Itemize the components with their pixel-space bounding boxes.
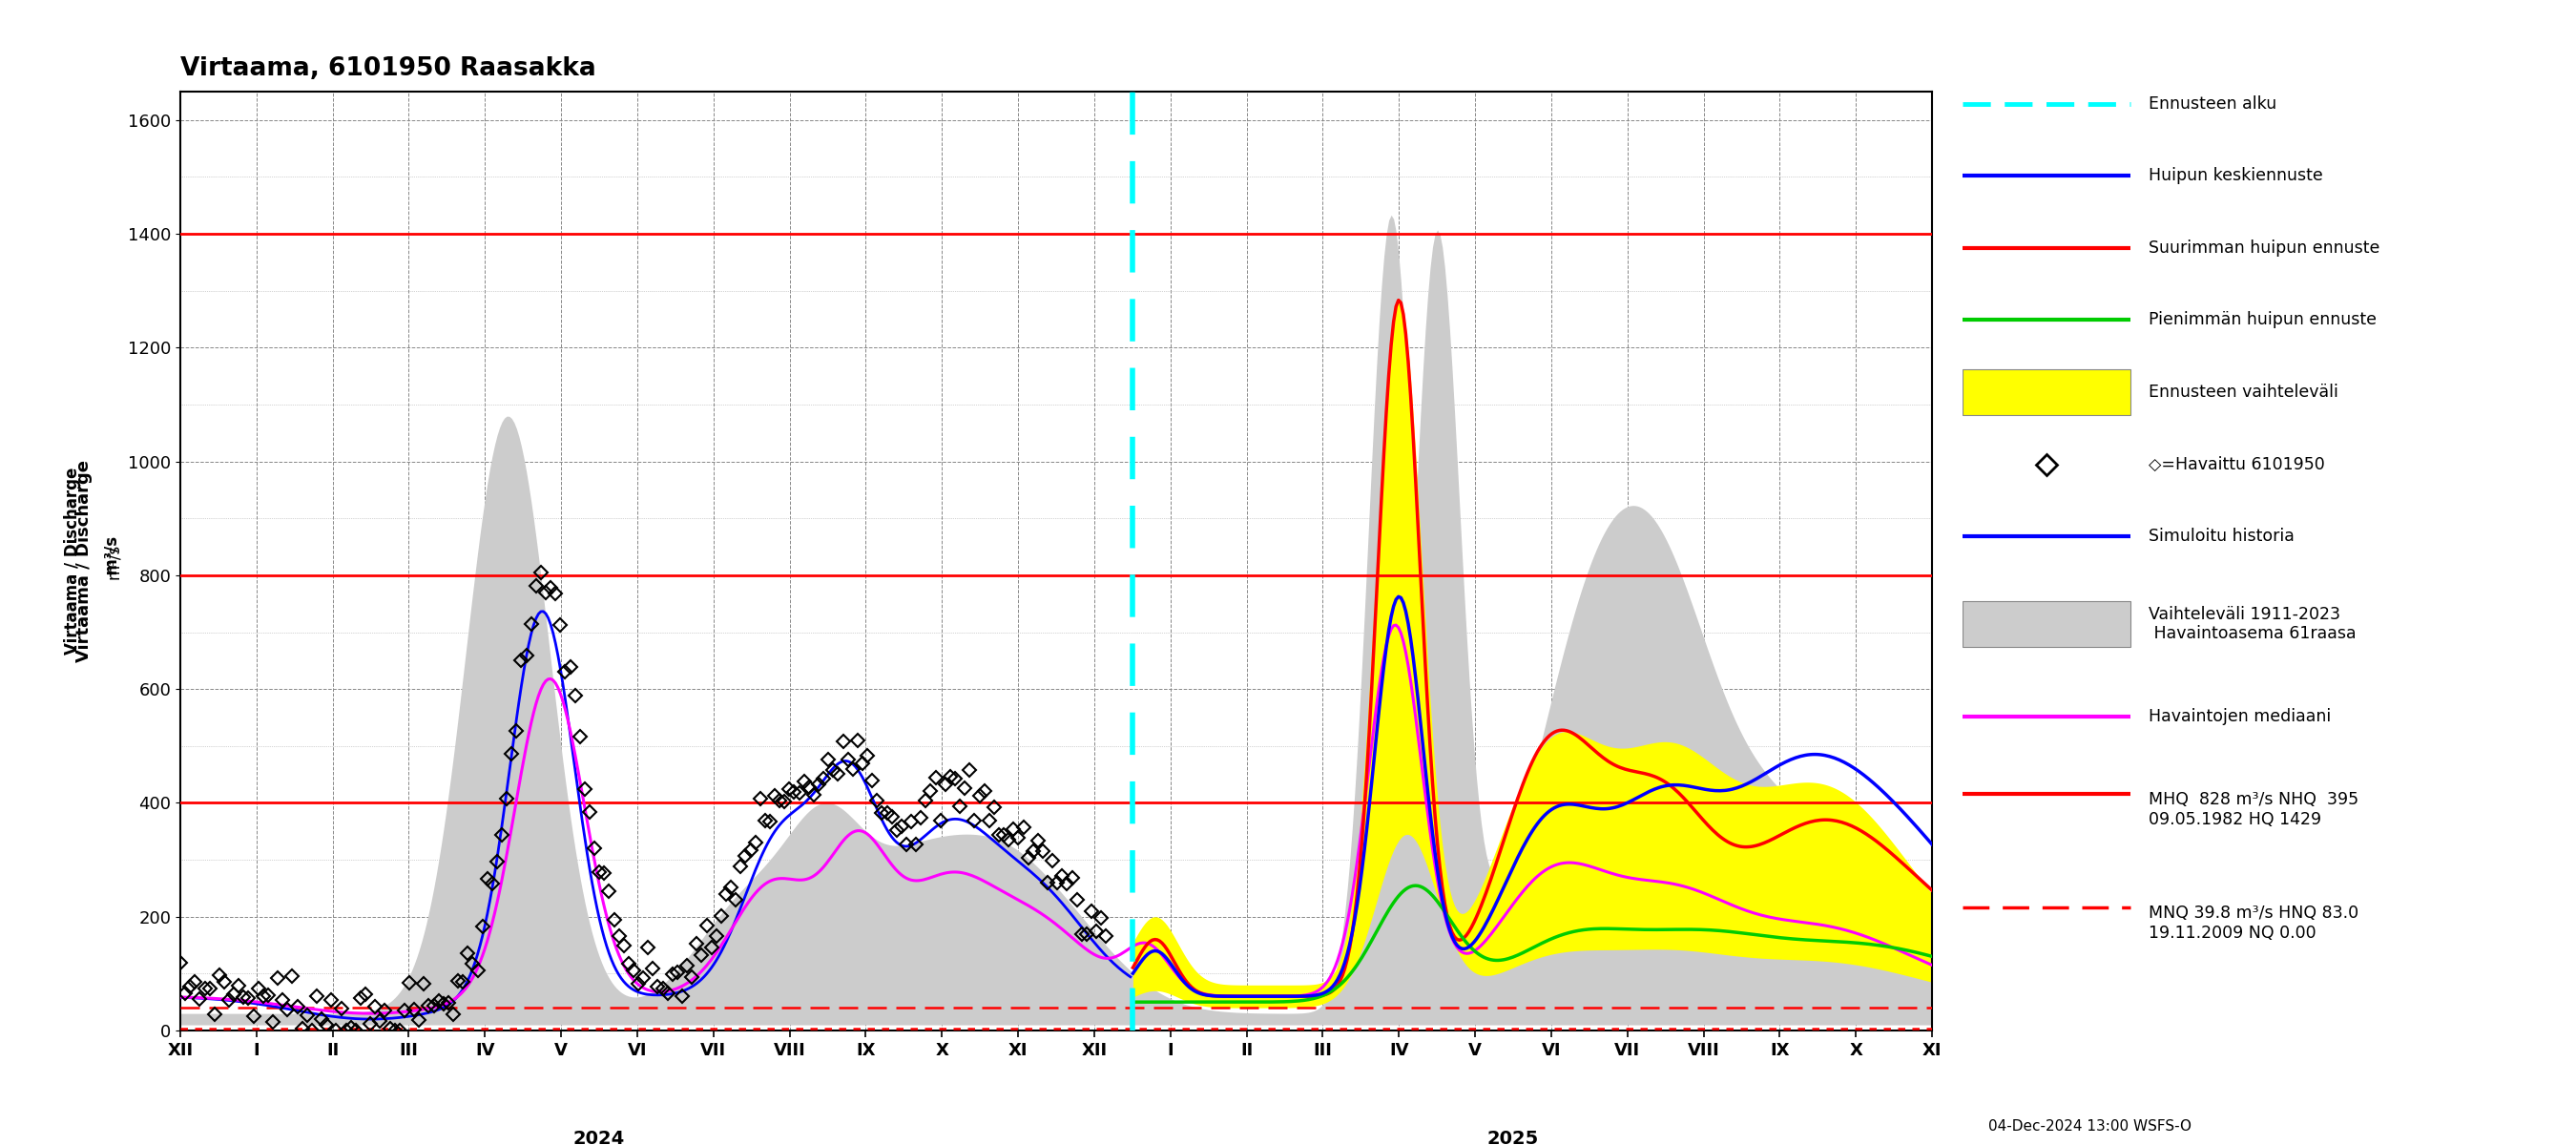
Text: Huipun keskiennuste: Huipun keskiennuste [2148, 167, 2324, 184]
Text: MHQ  828 m³/s NHQ  395
09.05.1982 HQ 1429: MHQ 828 m³/s NHQ 395 09.05.1982 HQ 1429 [2148, 791, 2357, 828]
Text: MNQ 39.8 m³/s HNQ 83.0
19.11.2009 NQ 0.00: MNQ 39.8 m³/s HNQ 83.0 19.11.2009 NQ 0.0… [2148, 905, 2357, 941]
Text: Havaintojen mediaani: Havaintojen mediaani [2148, 708, 2331, 726]
Text: Pienimmän huipun ennuste: Pienimmän huipun ennuste [2148, 311, 2375, 329]
Text: 2024: 2024 [574, 1130, 626, 1145]
Text: Virtaama, 6101950 Raasakka: Virtaama, 6101950 Raasakka [180, 56, 595, 81]
Text: ◇=Havaittu 6101950: ◇=Havaittu 6101950 [2148, 456, 2324, 473]
Text: 2025: 2025 [1486, 1130, 1538, 1145]
Text: Ennusteen vaihteleväli: Ennusteen vaihteleväli [2148, 384, 2339, 401]
Text: Vaihteleväli 1911-2023
 Havaintoasema 61raasa: Vaihteleväli 1911-2023 Havaintoasema 61r… [2148, 606, 2357, 642]
Bar [1963, 370, 2130, 414]
Text: m³/s: m³/s [106, 543, 121, 579]
Text: Ennusteen alku: Ennusteen alku [2148, 95, 2277, 112]
Text: 04-Dec-2024 13:00 WSFS-O: 04-Dec-2024 13:00 WSFS-O [1989, 1120, 2192, 1134]
Text: Virtaama / Discharge: Virtaama / Discharge [75, 460, 93, 662]
Text: Suurimman huipun ennuste: Suurimman huipun ennuste [2148, 239, 2380, 256]
Y-axis label: Virtaama / Discharge

  m³/s: Virtaama / Discharge m³/s [64, 467, 121, 655]
Text: Simuloitu historia: Simuloitu historia [2148, 528, 2295, 545]
Bar [1963, 601, 2130, 647]
